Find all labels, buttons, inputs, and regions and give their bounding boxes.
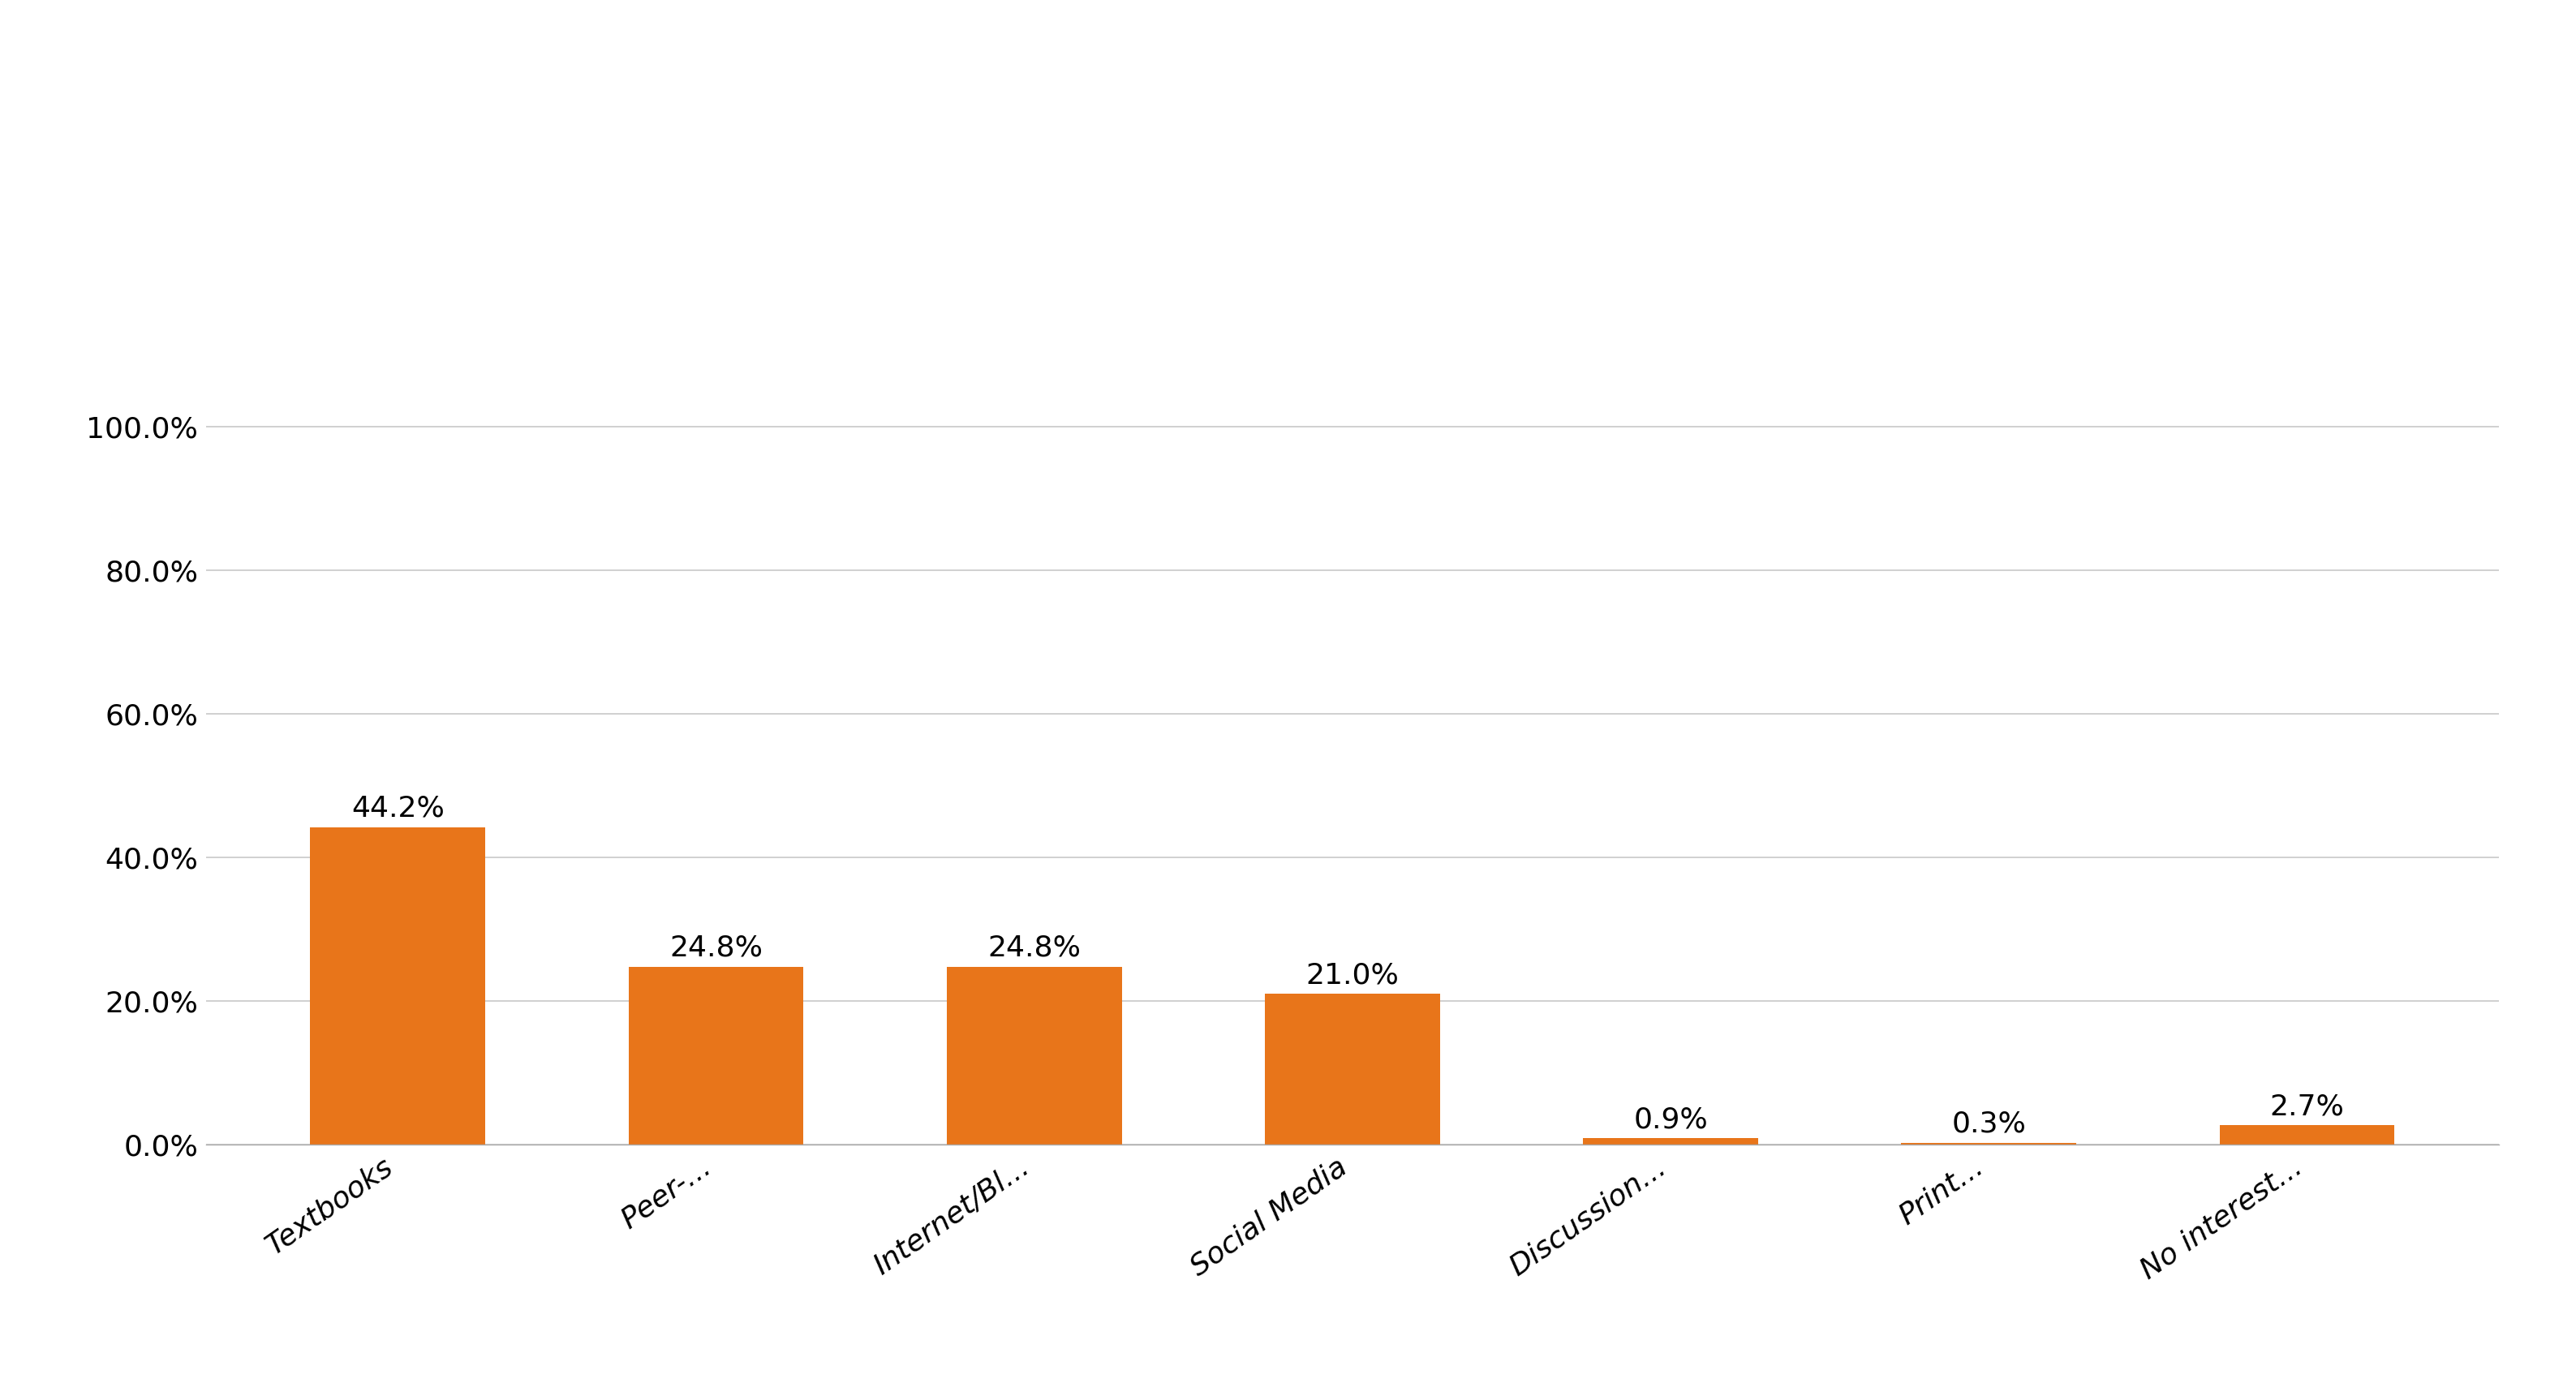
Text: 21.0%: 21.0% bbox=[1306, 962, 1399, 988]
Text: 2.7%: 2.7% bbox=[2269, 1093, 2344, 1121]
Bar bbox=[1584, 1138, 1757, 1145]
Bar bbox=[309, 828, 484, 1145]
Text: 0.3%: 0.3% bbox=[1953, 1110, 2027, 1138]
Text: 44.2%: 44.2% bbox=[350, 794, 446, 822]
Text: 0.9%: 0.9% bbox=[1633, 1106, 1708, 1134]
Bar bbox=[1901, 1142, 2076, 1145]
Bar bbox=[1265, 994, 1440, 1145]
Text: 24.8%: 24.8% bbox=[987, 934, 1082, 962]
Bar bbox=[629, 966, 804, 1145]
Bar bbox=[948, 966, 1121, 1145]
Text: 24.8%: 24.8% bbox=[670, 934, 762, 962]
Bar bbox=[2221, 1125, 2396, 1145]
